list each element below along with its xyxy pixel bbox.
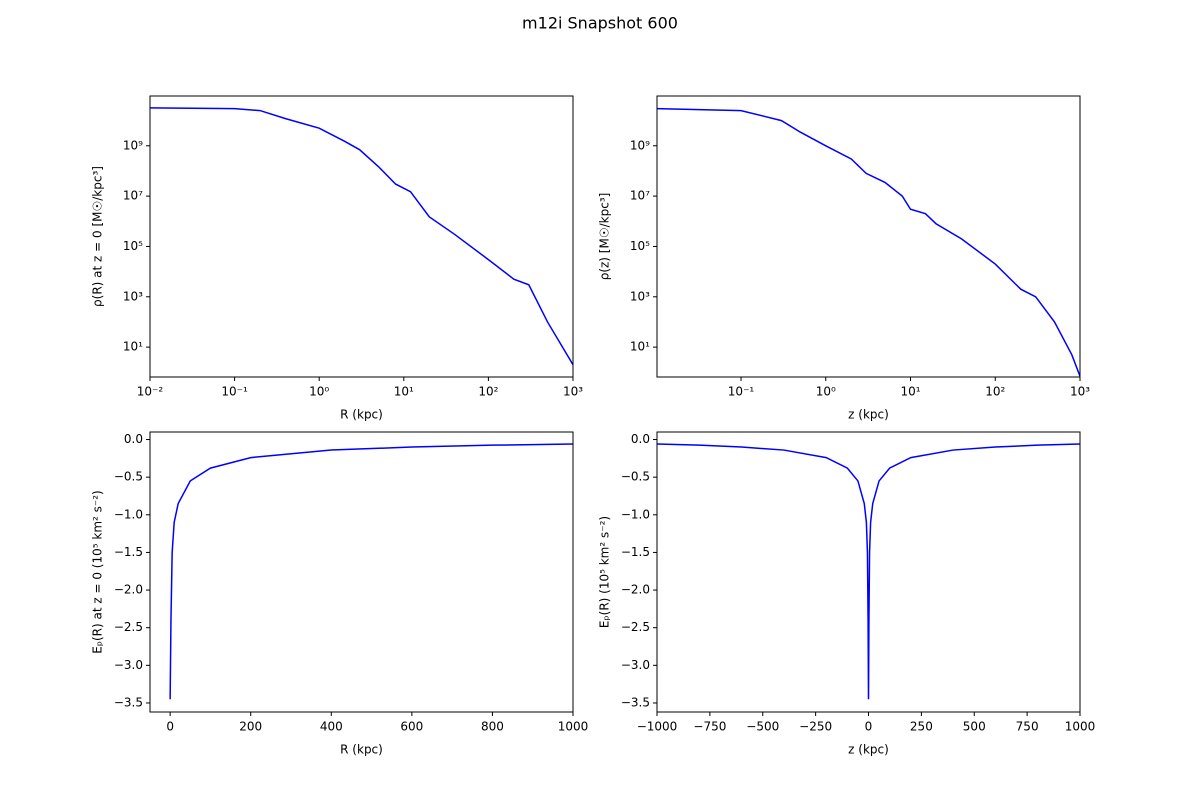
y-tick-label: −3.5 — [621, 695, 650, 709]
axes-frame — [149, 95, 574, 378]
y-tick-label: 10⁷ — [123, 189, 143, 203]
x-tick-label: 0 — [865, 720, 873, 734]
y-tick-label: 10⁷ — [630, 189, 650, 203]
y-tick-label: −1.0 — [621, 507, 650, 521]
axes-frame — [149, 431, 574, 713]
y-tick-label: 10⁹ — [123, 138, 143, 152]
y-tick-label: 0.0 — [124, 432, 143, 446]
x-tick-label: 1000 — [1065, 720, 1096, 734]
x-tick-label: 600 — [400, 720, 423, 734]
x-tick-label: 200 — [239, 720, 262, 734]
x-tick-label: 1000 — [558, 720, 589, 734]
y-tick-label: −2.5 — [114, 620, 143, 634]
x-tick-label: 750 — [1016, 720, 1039, 734]
x-tick-label: 10¹ — [900, 385, 920, 399]
y-axis-label: Eₚ(R) at z = 0 (10⁵ km² s⁻²) — [91, 490, 105, 653]
y-tick-label: −3.0 — [621, 658, 650, 672]
x-tick-label: 0 — [166, 720, 174, 734]
y-tick-label: −1.0 — [114, 507, 143, 521]
x-tick-label: 400 — [320, 720, 343, 734]
y-tick-label: −1.5 — [114, 545, 143, 559]
x-axis-label: z (kpc) — [848, 408, 889, 422]
x-tick-label: 250 — [910, 720, 933, 734]
x-tick-label: 800 — [481, 720, 504, 734]
y-tick-label: 10⁵ — [123, 239, 143, 253]
x-tick-label: 10⁰ — [816, 385, 836, 399]
x-tick-label: 10³ — [1070, 385, 1090, 399]
y-tick-label: −2.5 — [621, 620, 650, 634]
y-tick-label: −3.5 — [114, 695, 143, 709]
y-tick-label: 10³ — [123, 289, 143, 303]
x-tick-label: 10² — [478, 385, 498, 399]
x-tick-label: 10¹ — [394, 385, 414, 399]
y-tick-label: 10³ — [630, 289, 650, 303]
x-axis-label: R (kpc) — [340, 408, 383, 422]
y-tick-label: −3.0 — [114, 658, 143, 672]
x-tick-label: −750 — [693, 720, 726, 734]
y-tick-label: −1.5 — [621, 545, 650, 559]
axes-frame — [656, 95, 1081, 378]
y-tick-label: −0.5 — [621, 470, 650, 484]
y-tick-label: −0.5 — [114, 470, 143, 484]
data-line — [169, 443, 573, 700]
y-tick-label: 10¹ — [123, 340, 143, 354]
figure-title: m12i Snapshot 600 — [522, 14, 678, 33]
x-tick-label: 10³ — [563, 385, 583, 399]
data-line — [657, 107, 1080, 377]
x-tick-label: 10⁻¹ — [728, 385, 755, 399]
y-tick-label: −2.0 — [621, 583, 650, 597]
x-tick-label: −1000 — [637, 720, 678, 734]
y-tick-label: −2.0 — [114, 583, 143, 597]
x-axis-label: R (kpc) — [340, 743, 383, 757]
y-axis-label: Eₚ(R) (10⁵ km² s⁻²) — [598, 516, 612, 628]
y-axis-label: ρ(z) [M☉/kpc³] — [598, 193, 612, 281]
y-axis-label: ρ(R) at z = 0 [M☉/kpc³] — [91, 166, 105, 307]
data-line — [150, 107, 573, 366]
x-tick-label: 500 — [963, 720, 986, 734]
x-tick-label: 10⁰ — [309, 385, 329, 399]
y-tick-label: 10¹ — [630, 340, 650, 354]
x-axis-label: z (kpc) — [848, 743, 889, 757]
x-tick-label: −500 — [746, 720, 779, 734]
x-tick-label: −250 — [799, 720, 832, 734]
data-line — [657, 443, 1080, 700]
y-tick-label: 10⁹ — [630, 138, 650, 152]
x-tick-label: 10² — [985, 385, 1005, 399]
axes-frame — [656, 431, 1081, 713]
x-tick-label: 10⁻² — [137, 385, 164, 399]
x-tick-label: 10⁻¹ — [221, 385, 248, 399]
y-tick-label: 10⁵ — [630, 239, 650, 253]
y-tick-label: 0.0 — [631, 432, 650, 446]
